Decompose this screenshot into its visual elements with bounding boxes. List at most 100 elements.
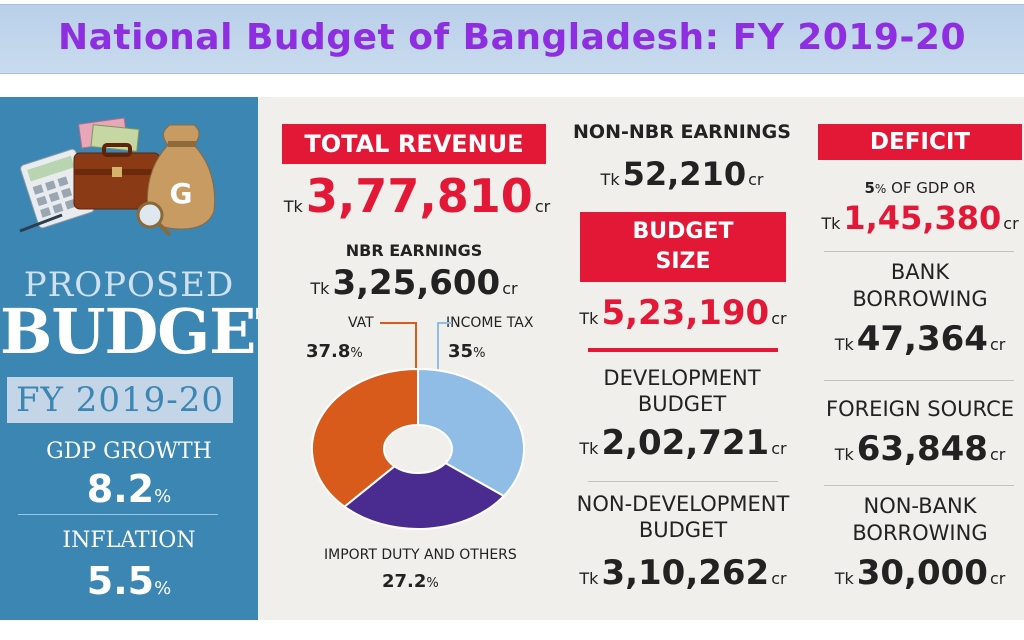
vat-slice: [311, 367, 419, 508]
foreign-source-value: 63,848: [856, 429, 988, 469]
deficit-gdp-share: 5% OF GDP OR: [818, 179, 1022, 197]
deficit-divider-2: [824, 380, 1014, 381]
non-nbr-earnings-value: 52,210: [622, 155, 747, 193]
gdp-growth-value: 8.2%: [0, 467, 258, 511]
inflation-number: 5.5: [86, 559, 155, 603]
bank-borrowing-line1: BANK: [890, 260, 950, 284]
budget-size-amount: Tk5,23,190 cr: [564, 293, 802, 333]
development-budget-amount: Tk2,02,721 cr: [564, 423, 802, 463]
currency-prefix: Tk: [600, 170, 620, 189]
title-bar: National Budget of Bangladesh: FY 2019-2…: [0, 4, 1024, 74]
currency-suffix: cr: [771, 569, 787, 588]
fiscal-year-box: FY 2019-20: [7, 377, 233, 423]
nbr-earnings-amount: Tk3,25,600 cr: [282, 263, 546, 303]
nbr-earnings-label: NBR EARNINGS: [345, 241, 483, 260]
nbr-earnings-value: 3,25,600: [332, 263, 501, 303]
total-revenue-value: 3,77,810: [305, 169, 533, 223]
currency-suffix: cr: [989, 445, 1006, 464]
non-nbr-earnings-amount: Tk52,210 cr: [568, 155, 796, 193]
currency-suffix: cr: [771, 309, 787, 328]
currency-suffix: cr: [771, 439, 787, 458]
bank-borrowing-value: 47,364: [856, 319, 988, 359]
vat-unit: %: [350, 346, 363, 361]
total-revenue-banner: TOTAL REVENUE: [282, 124, 546, 164]
page-title: National Budget of Bangladesh: FY 2019-2…: [57, 17, 967, 58]
vat-value: 37.8%: [306, 341, 363, 362]
deficit-divider-3: [824, 485, 1014, 486]
money-illustration-icon: G: [19, 117, 216, 237]
income-tax-slice: [417, 367, 525, 498]
development-budget-label: DEVELOPMENT BUDGET: [568, 365, 796, 417]
deficit-gdp-unit: %: [874, 182, 887, 196]
budget-size-line2: SIZE: [655, 249, 711, 274]
non-development-budget-amount: Tk3,10,262 cr: [564, 553, 802, 593]
inflation-value: 5.5%: [0, 559, 258, 603]
income-tax-value: 35%: [448, 341, 485, 362]
bank-borrowing-amount: Tk47,364 cr: [810, 319, 1024, 359]
currency-suffix: cr: [534, 197, 551, 216]
budget-size-underline: [588, 348, 778, 352]
currency-prefix: Tk: [834, 335, 854, 354]
total-revenue-amount: Tk3,77,810 cr: [272, 169, 562, 223]
income-tax-number: 35: [448, 341, 474, 362]
foreign-source-label: FOREIGN SOURCE: [825, 397, 1015, 421]
deficit-gdp-text: OF GDP OR: [891, 179, 976, 197]
import-duty-unit: %: [426, 576, 439, 591]
vat-label: VAT: [348, 315, 374, 331]
deficit-amount: Tk1,45,380 cr: [810, 199, 1024, 237]
proposed-heading: PROPOSED: [23, 265, 235, 305]
pie-leader-lines: [380, 322, 452, 369]
non-bank-borrowing-line2: BORROWING: [852, 521, 988, 545]
currency-suffix: cr: [989, 335, 1006, 354]
proposed-budget-panel: G PROPOSED BUDGET FY 2019-20 GDP GROWTH …: [0, 97, 302, 620]
non-nbr-earnings-label: NON-NBR EARNINGS: [573, 121, 791, 143]
currency-prefix: Tk: [834, 569, 854, 588]
import-duty-slice: [342, 461, 506, 530]
gdp-growth-number: 8.2: [86, 467, 155, 511]
deficit-value: 1,45,380: [843, 199, 1002, 237]
svg-text:G: G: [170, 177, 193, 210]
deficit-banner: DEFICIT: [818, 124, 1022, 160]
currency-prefix: Tk: [821, 214, 841, 233]
currency-prefix: Tk: [283, 197, 303, 216]
revenue-donut-chart: [311, 367, 525, 530]
gdp-growth-label: GDP GROWTH: [46, 439, 212, 464]
income-tax-leader-line: [437, 322, 452, 369]
currency-prefix: Tk: [579, 569, 599, 588]
non-development-budget-value: 3,10,262: [601, 553, 770, 593]
non-development-line1: NON-DEVELOPMENT: [576, 492, 790, 516]
currency-suffix: cr: [1003, 214, 1019, 233]
non-bank-borrowing-amount: Tk30,000 cr: [810, 553, 1024, 593]
currency-prefix: Tk: [834, 445, 854, 464]
non-bank-borrowing-label: NON-BANK BORROWING: [818, 493, 1022, 547]
currency-suffix: cr: [502, 279, 518, 298]
middle-divider: [588, 481, 778, 482]
deficit-divider-1: [824, 251, 1014, 252]
budget-heading: BUDGET: [0, 295, 302, 368]
bank-borrowing-label: BANK BORROWING: [818, 259, 1022, 313]
development-line1: DEVELOPMENT: [603, 366, 761, 390]
left-divider: [18, 514, 218, 515]
currency-suffix: cr: [748, 170, 764, 189]
inflation-unit: %: [154, 578, 172, 599]
currency-prefix: Tk: [579, 439, 599, 458]
inflation-label: INFLATION: [62, 528, 196, 553]
budget-infographic: TOTAL REVENUE Tk3,77,810 cr NBR EARNINGS …: [258, 97, 1024, 620]
deficit-gdp-number: 5: [864, 179, 875, 197]
currency-prefix: Tk: [310, 279, 330, 298]
non-bank-borrowing-line1: NON-BANK: [863, 494, 977, 518]
income-tax-unit: %: [473, 346, 486, 361]
foreign-source-amount: Tk63,848 cr: [810, 429, 1024, 469]
income-tax-label: INCOME TAX: [446, 315, 534, 331]
budget-size-value: 5,23,190: [601, 293, 770, 333]
import-duty-value: 27.2%: [382, 571, 439, 592]
non-development-line2: BUDGET: [638, 518, 728, 542]
vat-number: 37.8: [306, 341, 351, 362]
budget-size-banner: BUDGET SIZE: [580, 212, 786, 282]
import-duty-label: IMPORT DUTY AND OTHERS: [324, 547, 517, 563]
import-duty-number: 27.2: [382, 571, 427, 592]
development-line2: BUDGET: [637, 392, 727, 416]
development-budget-value: 2,02,721: [601, 423, 770, 463]
budget-size-line1: BUDGET: [632, 219, 734, 244]
non-bank-borrowing-value: 30,000: [856, 553, 988, 593]
